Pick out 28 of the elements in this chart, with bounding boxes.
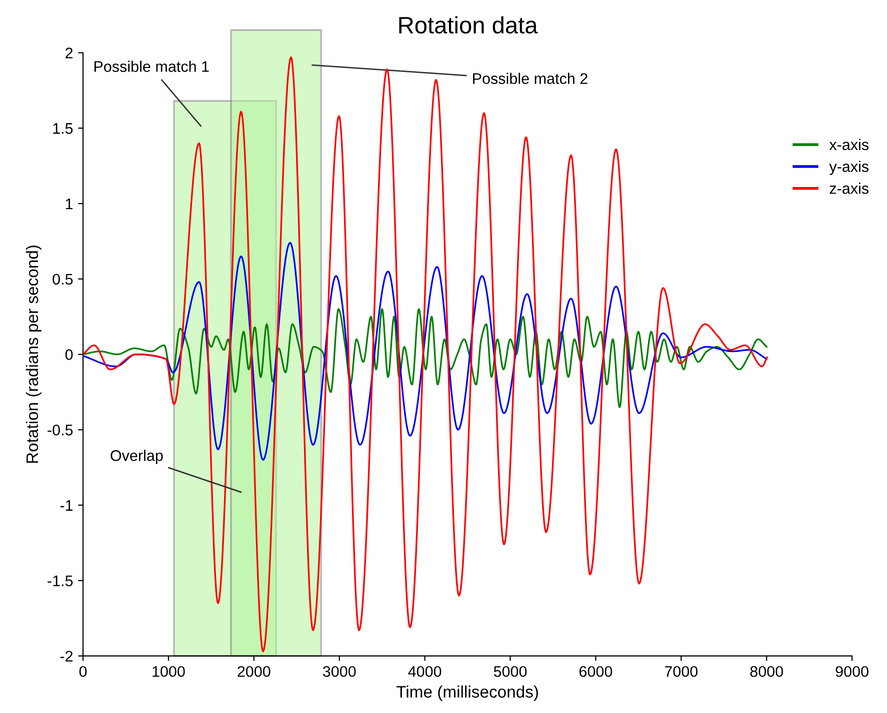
- x-tick-label: 5000: [494, 666, 527, 677]
- y-tick-label: 0: [65, 349, 73, 360]
- legend-label: x-axis: [829, 138, 869, 150]
- y-axis-title: Rotation (radians per second): [26, 246, 42, 463]
- annotation: Overlap: [110, 450, 163, 464]
- x-tick-label: 2000: [238, 666, 270, 677]
- x-tick-label: 3000: [322, 666, 356, 677]
- legend-label: y-axis: [829, 160, 869, 176]
- x-tick-label: 4000: [408, 666, 442, 677]
- y-tick-label: 1.5: [53, 123, 73, 134]
- y-tick-label: -1: [60, 500, 73, 511]
- x-axis-title: Time (milliseconds): [396, 685, 538, 702]
- x-tick-label: 8000: [750, 666, 783, 677]
- y-tick-label: 0.5: [52, 274, 73, 285]
- x-tick-label: 6000: [579, 666, 612, 677]
- x-tick-label: 7000: [664, 666, 698, 677]
- chart-title: Rotation data: [399, 16, 538, 34]
- legend-label: z-axis: [830, 182, 869, 194]
- y-tick-label: 2: [66, 48, 73, 58]
- y-tick-label: 1: [66, 198, 73, 210]
- band-label: Possible match 1: [94, 60, 209, 72]
- x-tick-label: 1000: [152, 666, 185, 677]
- band-label: Possible match 2: [473, 72, 588, 84]
- y-tick-label: -2: [60, 650, 73, 662]
- x-tick-label: 0: [79, 666, 87, 677]
- x-tick-label: 9000: [836, 666, 868, 677]
- y-tick-label: -1.5: [48, 576, 73, 586]
- y-tick-label: -0.5: [48, 424, 73, 436]
